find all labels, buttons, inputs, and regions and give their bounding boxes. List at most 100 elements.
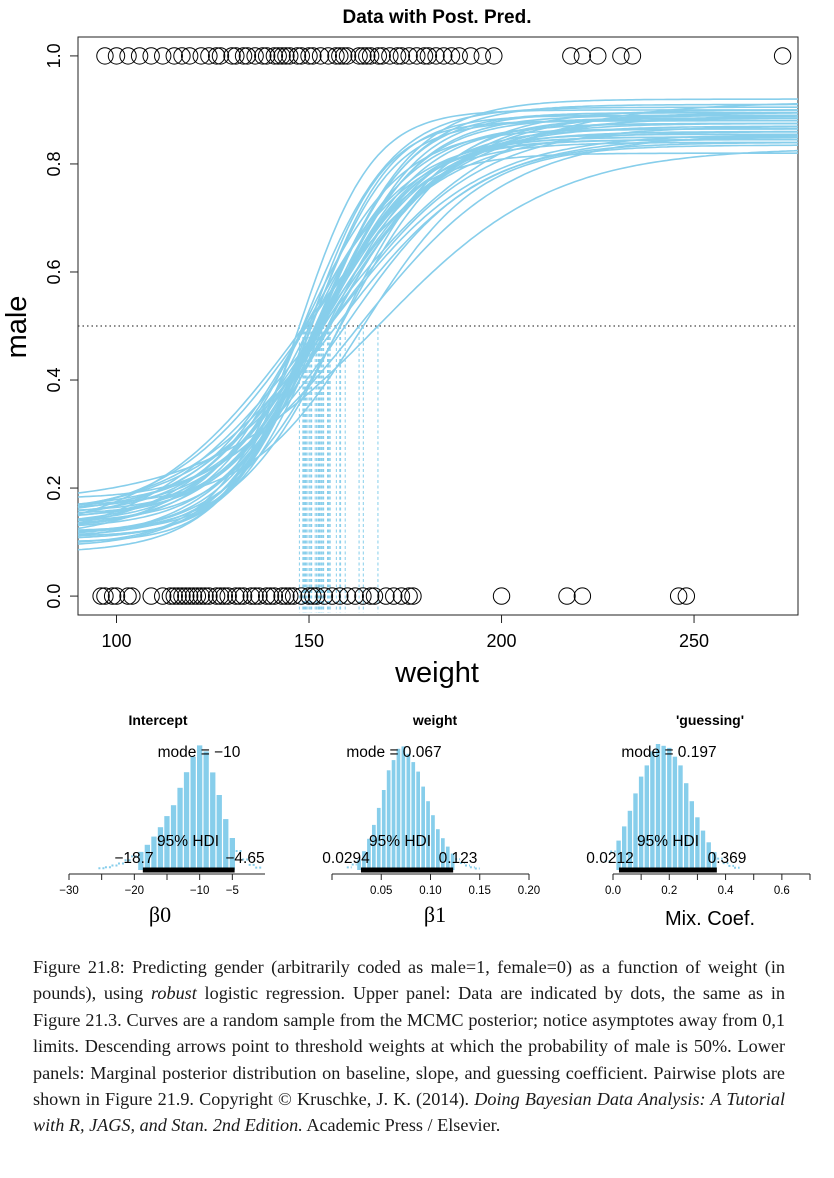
data-point-female	[292, 587, 311, 605]
histogram-bar	[376, 807, 381, 870]
data-point-female	[215, 587, 234, 605]
x-tick-label: 250	[679, 631, 709, 651]
data-point-female	[96, 587, 114, 605]
posterior-curve	[77, 128, 798, 521]
data-point-female	[92, 587, 110, 605]
data-point-male	[281, 47, 299, 65]
data-point-female	[404, 587, 422, 605]
data-point-female	[392, 587, 411, 605]
data-point-female	[246, 587, 264, 605]
data-point-male	[211, 47, 230, 65]
data-point-female	[154, 587, 172, 605]
data-point-male	[234, 47, 253, 65]
data-point-male	[392, 47, 411, 65]
histogram-bar	[655, 744, 661, 870]
histogram-bar	[667, 747, 672, 870]
posterior-curve	[77, 133, 798, 516]
histogram-bar	[190, 756, 196, 870]
posterior-curve	[77, 130, 798, 517]
data-point-female	[677, 587, 696, 605]
x-axis-ticks: 0.0 0.2 0.4 0.6	[605, 874, 811, 897]
x-tick-label: 0.4	[718, 885, 735, 897]
data-point-male	[473, 47, 491, 65]
data-point-female	[123, 587, 141, 605]
data-point-male	[373, 47, 391, 65]
x-tick-label: 0.15	[469, 885, 491, 897]
data-point-male	[415, 47, 434, 65]
panel-x-label: β0	[149, 902, 171, 927]
guessing-panel: 'guessing' 0.0 0.2 0.4 0.6 mode = 0.197 95%…	[586, 712, 811, 930]
panel-title: weight	[412, 712, 458, 728]
data-point-female	[242, 587, 260, 605]
data-point-male	[435, 47, 453, 65]
histogram-bar	[644, 765, 649, 870]
histogram-bar	[386, 770, 391, 870]
posterior-curve	[77, 134, 798, 507]
histogram-bar	[421, 786, 425, 870]
data-point-male	[311, 47, 330, 65]
histogram-bar	[712, 852, 717, 870]
histogram-bar	[638, 776, 644, 870]
x-axis-label: weight	[394, 657, 479, 689]
histogram-bar	[170, 805, 177, 870]
data-point-male	[273, 47, 291, 65]
data-point-male	[165, 47, 183, 65]
histogram-bar	[157, 827, 164, 870]
hdi-high-label: 0.369	[708, 850, 747, 867]
data-point-female	[231, 587, 249, 605]
data-point-male	[119, 47, 137, 65]
data-point-female	[261, 587, 280, 605]
posterior-curve	[77, 111, 798, 539]
x-axis-ticks: −30 −20 −10 −5	[59, 874, 239, 897]
data-point-male	[612, 47, 630, 65]
histogram-bar	[362, 851, 366, 870]
data-point-female	[211, 587, 230, 605]
mode-label: mode = −10	[158, 744, 241, 761]
data-point-male	[200, 47, 218, 65]
data-point-male	[361, 47, 380, 65]
posterior-curve	[77, 131, 799, 508]
panel-x-label: Mix. Coef.	[665, 908, 755, 930]
data-point-female	[165, 587, 183, 605]
data-point-male	[257, 47, 276, 65]
histogram-bar	[436, 829, 440, 870]
histogram-bar	[411, 762, 416, 870]
data-point-male	[238, 47, 257, 65]
posterior-curve	[77, 126, 798, 515]
data-point-female	[315, 587, 334, 605]
data-points	[92, 47, 792, 605]
data-point-male	[207, 47, 226, 65]
data-point-male	[223, 47, 241, 65]
data-point-male	[180, 47, 199, 65]
x-tick-label: 0.6	[774, 885, 790, 897]
histogram-bar	[183, 772, 190, 870]
hdi-label: 95% HDI	[369, 833, 431, 850]
mode-label: mode = 0.197	[621, 744, 716, 761]
histogram-bar	[229, 838, 235, 870]
histogram-bar	[684, 783, 689, 870]
data-point-female	[385, 587, 403, 605]
main-plot: Data with Post. Pred. 100 150 200 250 0.00.…	[1, 7, 799, 689]
posterior-curve	[77, 114, 798, 537]
x-tick-label: −10	[190, 885, 210, 897]
data-point-female	[207, 587, 226, 605]
hdi-high-label: −4.65	[225, 850, 264, 867]
data-point-female	[257, 587, 276, 605]
data-point-male	[408, 47, 426, 65]
data-point-male	[369, 47, 388, 65]
posterior-curve	[77, 152, 799, 498]
figure: Data with Post. Pred. 100 150 200 250 0.00.…	[1, 7, 811, 930]
data-point-female	[188, 587, 207, 605]
data-point-female	[346, 587, 364, 605]
posterior-curve	[77, 136, 798, 506]
histogram-bar	[357, 859, 361, 870]
data-point-female	[161, 587, 180, 605]
posterior-curve	[77, 98, 798, 551]
data-point-female	[669, 587, 688, 605]
data-point-female	[323, 587, 341, 605]
histogram-bar	[406, 753, 411, 870]
posterior-curve	[77, 122, 798, 525]
data-point-male	[334, 47, 353, 65]
data-point-female	[107, 587, 126, 605]
data-point-female	[177, 587, 195, 605]
